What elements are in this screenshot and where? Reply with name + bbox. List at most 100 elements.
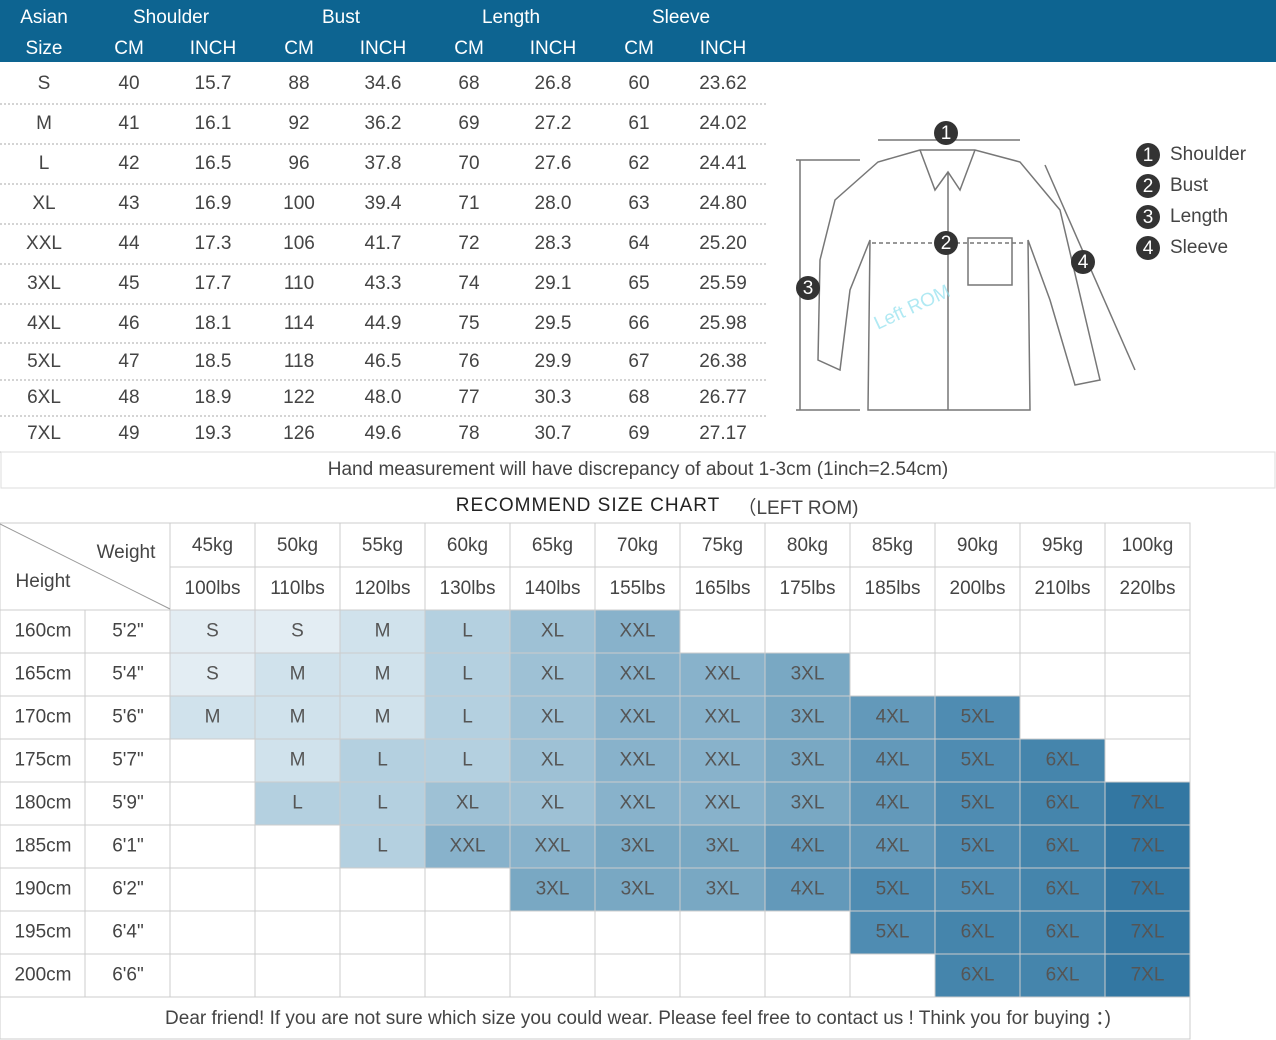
marker-number: 4: [1078, 252, 1089, 273]
table-cell: 69: [458, 113, 479, 134]
size-label: XXL: [450, 836, 486, 857]
table-cell: 71: [458, 193, 479, 214]
weight-lbs: 130lbs: [440, 578, 496, 599]
table-cell: 46.5: [365, 351, 402, 372]
size-cell: [594, 953, 681, 998]
marker-circle: [796, 276, 820, 300]
size-cell: [339, 652, 426, 697]
size-cell: [509, 910, 596, 955]
header-label: Size: [26, 38, 63, 59]
size-label: M: [375, 621, 391, 642]
size-cell: [594, 609, 681, 654]
size-cell: [1019, 910, 1106, 955]
size-label: 6XL: [1046, 793, 1080, 814]
weight-kg: 85kg: [872, 535, 913, 556]
table-cell: 34.6: [365, 73, 402, 94]
size-cell: [849, 781, 936, 826]
table-cell: 16.5: [195, 153, 232, 174]
size-label: XL: [541, 750, 564, 771]
size-label: XL: [541, 707, 564, 728]
size-cell: [339, 953, 426, 998]
table-cell: 76: [458, 351, 479, 372]
size-cell: [169, 867, 256, 912]
table-cell: 5XL: [27, 351, 61, 372]
size-label: 7XL: [1131, 922, 1165, 943]
note-box: [0, 451, 1276, 489]
table-cell: 29.9: [535, 351, 572, 372]
table-cell: 29.1: [535, 273, 572, 294]
size-label: XXL: [620, 750, 656, 771]
weight-lbs: 185lbs: [865, 578, 921, 599]
weight-kg: 45kg: [192, 535, 233, 556]
legend-circle: [1136, 236, 1160, 260]
table-cell: 78: [458, 423, 479, 444]
size-cell: [679, 738, 766, 783]
size-label: 6XL: [1046, 922, 1080, 943]
table-cell: 26.38: [699, 351, 747, 372]
size-cell: [849, 609, 936, 654]
size-cell: [509, 953, 596, 998]
size-cell: [594, 695, 681, 740]
weight-kg: 55kg: [362, 535, 403, 556]
size-label: 7XL: [1131, 965, 1165, 986]
size-label: 6XL: [1046, 965, 1080, 986]
weight-lbs: 210lbs: [1035, 578, 1091, 599]
size-label: 4XL: [876, 793, 910, 814]
height-ft: 5'7": [112, 750, 144, 771]
table-cell: 17.3: [195, 233, 232, 254]
legend-name: Sleeve: [1170, 237, 1228, 258]
size-label: M: [375, 707, 391, 728]
table-cell: 25.20: [699, 233, 747, 254]
legend-number: 4: [1143, 238, 1154, 259]
header-unit: CM: [284, 38, 314, 59]
size-cell: [934, 695, 1021, 740]
size-cell: [849, 695, 936, 740]
weight-kg: 90kg: [957, 535, 998, 556]
size-label: XXL: [620, 664, 656, 685]
size-label: 3XL: [706, 879, 740, 900]
size-label: 6XL: [961, 965, 995, 986]
table-cell: 75: [458, 313, 479, 334]
table-cell: 6XL: [27, 387, 61, 408]
size-cell: [764, 695, 851, 740]
size-label: L: [377, 793, 388, 814]
size-cell: [934, 867, 1021, 912]
legend-number: 1: [1143, 145, 1154, 166]
table-cell: 26.8: [535, 73, 572, 94]
size-cell: [764, 953, 851, 998]
height-cm: 180cm: [14, 793, 71, 814]
size-label: XXL: [620, 793, 656, 814]
table-cell: 63: [628, 193, 649, 214]
marker-circle: [934, 121, 958, 145]
table-cell: 69: [628, 423, 649, 444]
header-unit: INCH: [530, 38, 576, 59]
size-cell: [679, 867, 766, 912]
height-ft: 5'2": [112, 621, 144, 642]
table-cell: 25.98: [699, 313, 747, 334]
table-cell: 110: [284, 273, 314, 294]
table-cell: 65: [628, 273, 649, 294]
size-label: 3XL: [536, 879, 570, 900]
table-cell: 47: [118, 351, 139, 372]
size-label: 7XL: [1131, 836, 1165, 857]
weight-lbs: 110lbs: [270, 578, 325, 599]
size-cell: [594, 910, 681, 955]
size-cell: [424, 824, 511, 869]
size-cell: [1104, 652, 1191, 697]
weight-label: Weight: [97, 542, 157, 563]
legend-circle: [1136, 143, 1160, 167]
size-label: 3XL: [791, 750, 825, 771]
table-cell: 100: [283, 193, 315, 214]
weight-kg: 65kg: [532, 535, 573, 556]
header-unit: CM: [454, 38, 484, 59]
size-cell: [424, 867, 511, 912]
corner-cell: [0, 522, 171, 611]
size-cell: [679, 695, 766, 740]
table-cell: 72: [458, 233, 479, 254]
table-cell: 24.02: [699, 113, 747, 134]
size-label: XL: [456, 793, 479, 814]
table-cell: 19.3: [195, 423, 232, 444]
table-cell: 29.5: [535, 313, 572, 334]
table-cell: 15.7: [195, 73, 232, 94]
size-cell: [594, 652, 681, 697]
